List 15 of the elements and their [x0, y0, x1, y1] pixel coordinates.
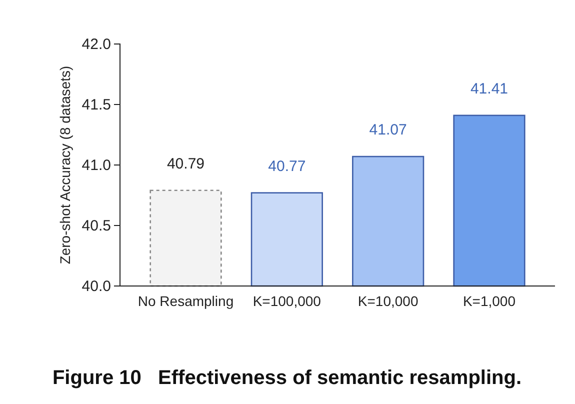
data-label: 40.77: [268, 158, 306, 175]
y-tick-label: 41.5: [82, 96, 111, 114]
y-tick-label: 40.0: [82, 278, 111, 295]
data-label: 41.41: [470, 80, 508, 98]
data-label: 40.79: [166, 155, 205, 172]
y-axis-title: Zero-shot Accuracy (8 datasets): [57, 66, 73, 264]
y-tick-label: 40.5: [82, 217, 111, 234]
y-tick-label: 41.0: [82, 156, 111, 174]
x-tick-label: K=10,000: [358, 293, 418, 309]
x-tick-label: K=1,000: [462, 293, 516, 309]
x-tick-label: K=100,000: [252, 293, 322, 309]
text: Figure 10 Effectiveness of semantic resampling.: [52, 367, 522, 389]
data-label: 41.07: [369, 122, 407, 139]
y-tick-label: 42.0: [82, 36, 111, 53]
x-tick-label: No Resampling: [138, 293, 234, 309]
